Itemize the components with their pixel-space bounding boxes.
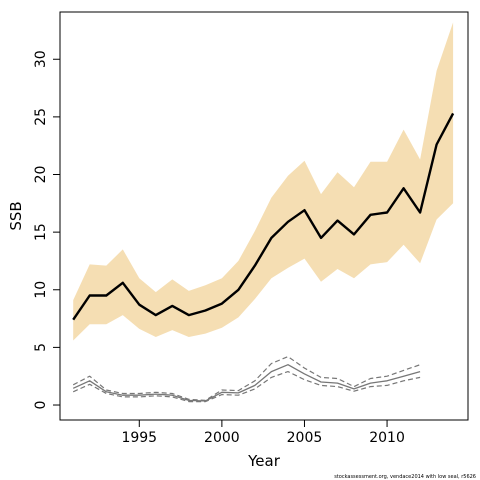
estimate-line [72, 112, 455, 321]
secondary-lower-line [72, 371, 421, 403]
confidence-band-layer [73, 22, 454, 341]
secondary-upper-line [72, 356, 421, 401]
y-tick-label-15: 15 [33, 223, 49, 241]
plot-frame [59, 11, 469, 421]
x-tick-label-2010: 2010 [369, 430, 405, 446]
y-tick-label-0: 0 [33, 401, 49, 410]
x-axis-title: Year [247, 452, 281, 470]
x-tick-label-2005: 2005 [287, 430, 323, 446]
y-tick-label-5: 5 [33, 343, 49, 352]
secondary-estimate-line [72, 364, 421, 402]
axes-layer: 1995 2000 2005 2010 0 5 10 15 20 25 30 [33, 50, 405, 446]
x-tick-label-2000: 2000 [204, 430, 240, 446]
y-axis-title: SSB [7, 201, 25, 230]
y-tick-label-25: 25 [33, 108, 49, 126]
x-tick-label-1995: 1995 [121, 430, 157, 446]
y-tick-label-30: 30 [33, 50, 49, 68]
confidence-band [73, 22, 454, 341]
series-lines-layer [72, 112, 455, 403]
y-tick-label-20: 20 [33, 166, 49, 184]
y-tick-label-10: 10 [33, 281, 49, 299]
source-footnote: stockassessment.org, vendace2014 with lo… [334, 474, 476, 480]
